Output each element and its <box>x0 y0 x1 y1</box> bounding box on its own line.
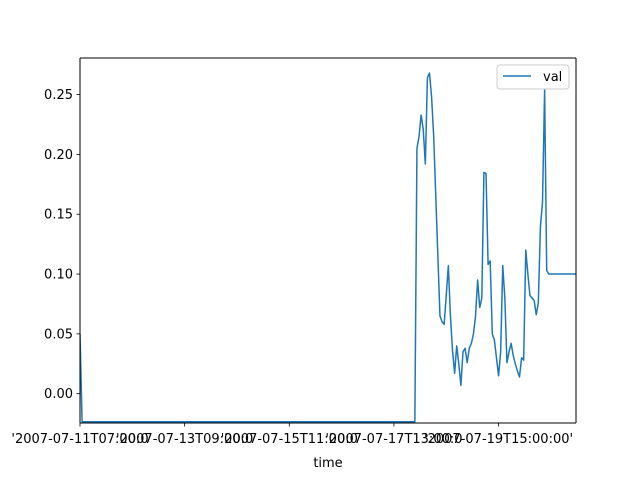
x-tick-label: '2007-07-15T11:00:0 <box>221 432 358 447</box>
x-axis-label: time <box>313 456 342 471</box>
plot-area <box>79 57 577 424</box>
y-tick-label: 0.15 <box>44 208 73 223</box>
legend-label-val: val <box>543 70 562 85</box>
y-tick-label: 0.05 <box>44 327 73 342</box>
x-tick-label: '2007-07-13T09:00:0 <box>116 432 253 447</box>
x-tick-label: '2007-07-11T07:00:0 <box>11 432 148 447</box>
x-tick-label: '2007-07-17T13:00:0 <box>325 432 462 447</box>
y-tick-label: 0.10 <box>44 268 73 283</box>
x-tick-label: '2007-07-19T15:00:00' <box>424 432 573 447</box>
y-tick-label: 0.20 <box>44 148 73 163</box>
series-line-val <box>80 72 576 423</box>
y-axis: 0.00 0.05 0.10 0.15 0.20 0.25 <box>44 88 80 402</box>
x-axis: '2007-07-11T07:00:0'2007-07-13T09:00:0'2… <box>11 423 573 447</box>
legend-box <box>496 64 570 90</box>
y-tick-label: 0.25 <box>44 88 73 103</box>
legend: val <box>496 64 570 90</box>
y-tick-label: 0.00 <box>44 387 73 402</box>
